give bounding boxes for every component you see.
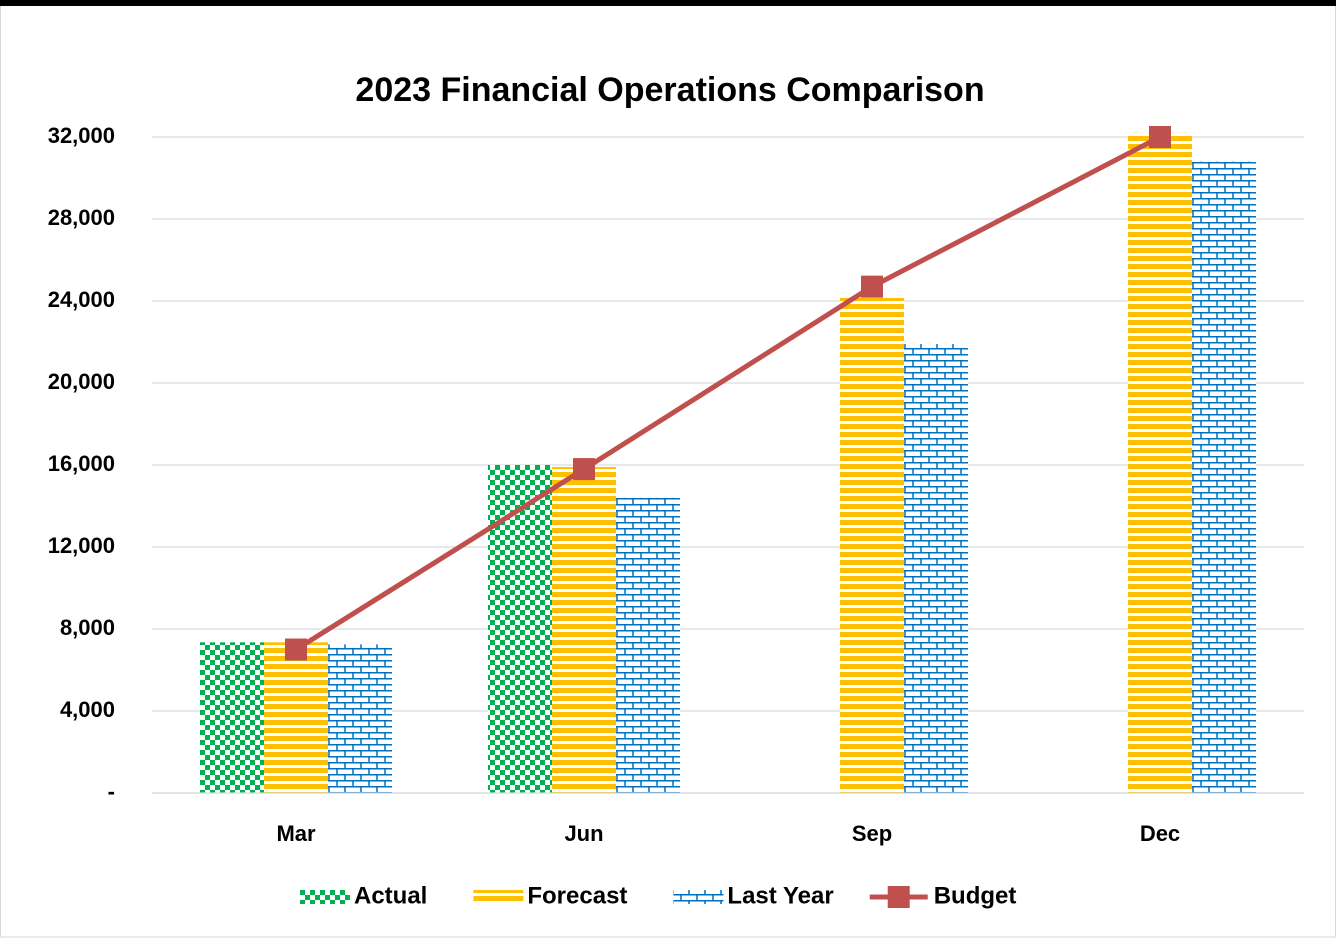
x-tick-label: Sep — [852, 821, 892, 846]
y-tick-label: 12,000 — [48, 533, 115, 558]
legend-swatch — [673, 890, 724, 904]
top-border — [0, 0, 1336, 6]
marker — [285, 638, 307, 661]
y-tick-label: 24,000 — [48, 287, 115, 312]
bar — [904, 344, 968, 793]
marker — [573, 458, 595, 481]
chart-title: 2023 Financial Operations Comparison — [355, 71, 984, 109]
y-tick-label: 32,000 — [48, 123, 115, 148]
bar — [488, 465, 552, 793]
bar — [1128, 132, 1192, 793]
y-tick-label: - — [108, 779, 115, 804]
y-tick-label: 4,000 — [60, 697, 115, 722]
bar — [200, 642, 264, 793]
y-tick-label: 8,000 — [60, 615, 115, 640]
x-tick-label: Dec — [1140, 821, 1180, 846]
legend-label: Actual — [354, 882, 427, 909]
marker — [861, 275, 883, 298]
legend-swatch — [473, 890, 524, 904]
x-tick-label: Jun — [564, 821, 603, 846]
y-tick-label: 16,000 — [48, 451, 115, 476]
legend-marker — [887, 886, 910, 908]
x-tick-label: Mar — [276, 821, 316, 846]
bar — [840, 297, 904, 793]
bar — [552, 467, 616, 793]
bar — [1192, 161, 1256, 794]
y-tick-label: 28,000 — [48, 205, 115, 230]
legend-label: Last Year — [727, 882, 833, 909]
bar — [328, 644, 392, 793]
bar — [264, 642, 328, 793]
y-tick-label: 20,000 — [48, 369, 115, 394]
marker — [1149, 126, 1171, 148]
line — [294, 134, 1162, 652]
legend-label: Budget — [934, 882, 1017, 909]
legend-label: Forecast — [527, 882, 627, 909]
bar — [616, 497, 680, 793]
legend-swatch — [300, 890, 350, 904]
